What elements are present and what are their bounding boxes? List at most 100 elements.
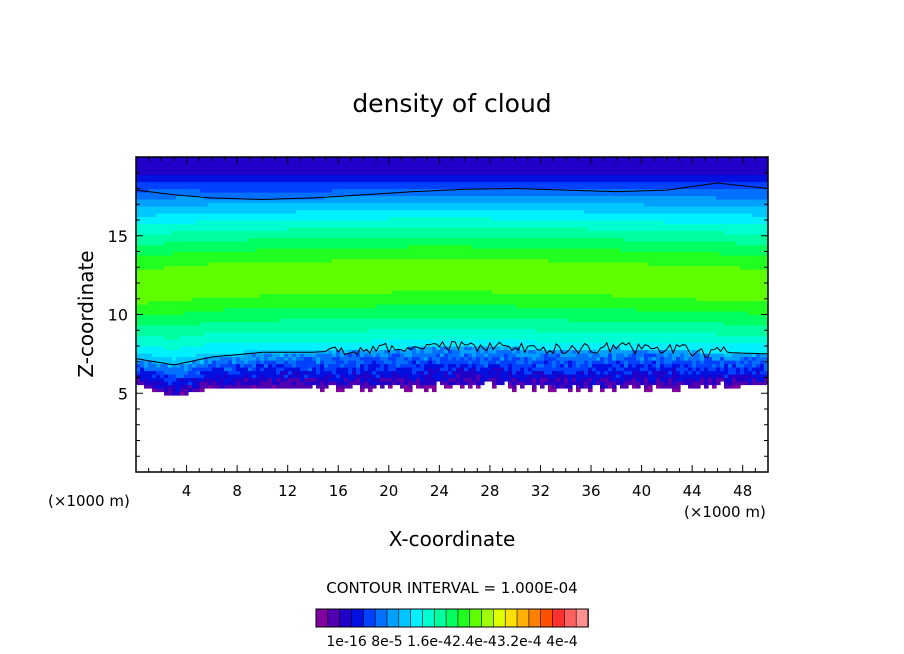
density-cell <box>684 181 689 190</box>
density-cell <box>396 381 401 386</box>
density-cell <box>732 234 737 242</box>
density-cell <box>484 174 489 183</box>
density-cell <box>232 181 237 193</box>
density-cell <box>216 181 221 193</box>
density-cell <box>144 181 149 193</box>
density-cell <box>456 304 461 319</box>
density-cell <box>180 223 185 232</box>
density-cell <box>636 181 641 190</box>
density-cell <box>432 244 437 260</box>
density-cell <box>512 339 517 347</box>
density-cell <box>392 174 397 183</box>
density-cell <box>496 209 501 221</box>
density-cell <box>588 181 593 190</box>
density-cell <box>196 335 201 347</box>
density-cell <box>668 223 673 232</box>
density-cell <box>248 230 253 239</box>
density-cell <box>464 244 469 260</box>
density-cell <box>212 220 217 232</box>
density-cell <box>480 157 485 176</box>
density-cell <box>148 188 153 200</box>
density-cell <box>436 318 441 330</box>
density-cell <box>564 367 569 375</box>
density-cell <box>572 248 577 263</box>
density-cell <box>636 188 641 197</box>
density-cell <box>272 384 277 389</box>
density-cell <box>644 370 649 379</box>
density-cell <box>688 353 693 358</box>
density-cell <box>744 199 749 207</box>
density-cell <box>596 381 601 386</box>
density-cell <box>272 199 277 204</box>
density-cell <box>244 241 249 253</box>
density-cell <box>236 157 241 176</box>
density-cell <box>716 181 721 190</box>
density-cell <box>728 223 733 235</box>
density-cell <box>548 227 553 239</box>
density-cell <box>268 237 273 249</box>
density-cell <box>564 209 569 221</box>
density-cell <box>672 367 677 386</box>
density-cell <box>180 300 185 316</box>
density-cell <box>536 227 541 239</box>
density-cell <box>568 374 573 382</box>
density-cell <box>760 363 765 372</box>
density-cell <box>732 223 737 235</box>
x-tick-label: 36 <box>581 482 600 500</box>
density-cell <box>212 157 217 176</box>
density-cell <box>680 360 685 375</box>
density-cell <box>180 181 185 190</box>
density-cell <box>384 227 389 239</box>
density-cell <box>720 367 725 372</box>
density-cell <box>140 353 145 361</box>
density-cell <box>624 188 629 197</box>
density-cell <box>656 174 661 183</box>
density-cell <box>424 318 429 330</box>
density-cell <box>296 181 301 193</box>
density-cell <box>560 332 565 344</box>
density-cell <box>148 384 153 389</box>
density-cell <box>724 223 729 235</box>
density-cell <box>740 374 745 382</box>
density-cell <box>556 195 561 204</box>
density-cell <box>424 290 429 305</box>
density-cell <box>708 332 713 344</box>
density-cell <box>608 384 613 389</box>
density-cell <box>504 209 509 221</box>
density-cell <box>364 209 369 221</box>
density-cell <box>368 363 373 375</box>
density-cell <box>400 174 405 183</box>
density-cell <box>236 332 241 344</box>
density-cell <box>632 181 637 190</box>
density-cell <box>276 157 281 176</box>
density-cell <box>220 332 225 344</box>
density-cell <box>604 237 609 249</box>
density-cell <box>192 251 197 267</box>
density-cell <box>328 381 333 386</box>
density-cell <box>596 202 601 214</box>
density-cell <box>304 370 309 375</box>
density-cell <box>740 363 745 368</box>
density-cell <box>564 307 569 319</box>
density-cell <box>676 206 681 214</box>
density-cell <box>344 377 349 382</box>
density-cell <box>392 227 397 239</box>
density-cell <box>524 157 529 176</box>
density-cell <box>660 356 665 365</box>
density-cell <box>484 328 489 340</box>
density-cell <box>344 248 349 260</box>
density-cell <box>300 227 305 239</box>
density-cell <box>608 230 613 239</box>
density-cell <box>280 174 285 183</box>
density-cell <box>756 244 761 256</box>
density-cell <box>168 223 173 235</box>
density-cell <box>392 157 397 176</box>
density-cell <box>588 213 593 221</box>
density-cell <box>316 157 321 176</box>
density-cell <box>716 213 721 225</box>
density-cell <box>244 342 249 351</box>
density-cell <box>356 307 361 319</box>
density-cell <box>348 307 353 319</box>
density-cell <box>184 346 189 358</box>
density-cell <box>464 290 469 305</box>
